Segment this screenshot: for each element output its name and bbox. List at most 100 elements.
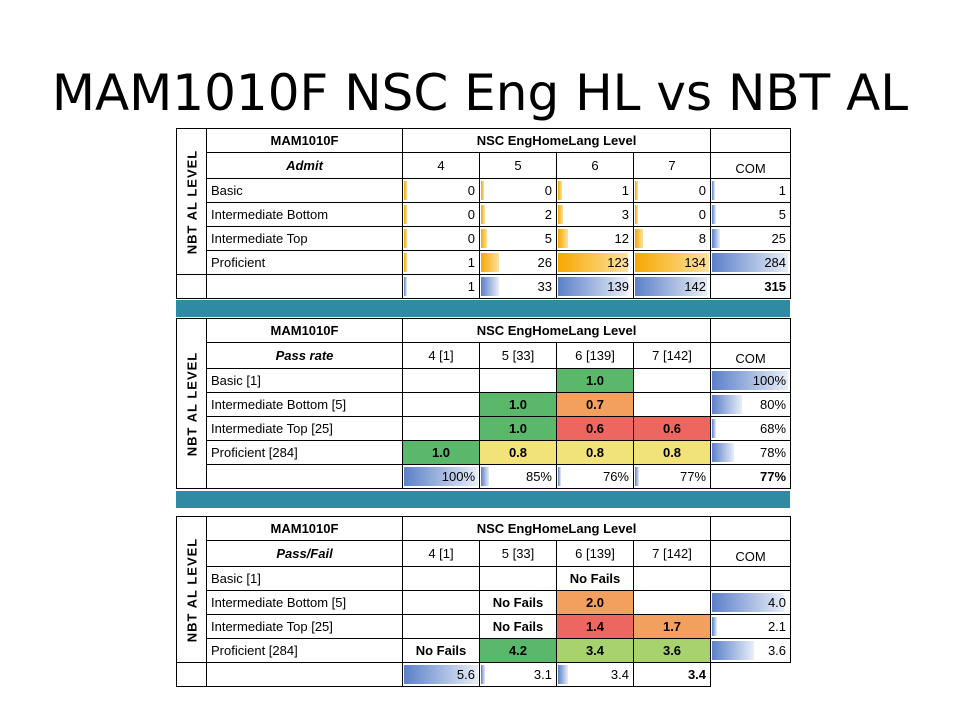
side-label: NBT AL LEVEL <box>176 318 207 489</box>
count-cell: 0 <box>402 226 480 251</box>
column-total-cell: 139 <box>556 274 634 299</box>
com-header: COM <box>710 540 792 567</box>
row-total-cell: 80% <box>710 392 792 417</box>
row-label: Proficient [284] <box>206 440 403 465</box>
column-header: 7 <box>632 152 712 179</box>
ratio-cell <box>402 590 480 615</box>
ratio-cell <box>632 590 712 615</box>
column-header: 7 [142] <box>632 540 712 567</box>
pass-fail-table: NBT AL LEVEL MAM1010F NSC EngHomeLang Le… <box>176 516 792 687</box>
grand-total-cell: 3.4 <box>632 662 712 687</box>
row-label: Intermediate Top <box>206 226 403 251</box>
count-cell: 3 <box>556 202 634 227</box>
count-cell: 0 <box>402 202 480 227</box>
column-total-cell: 3.4 <box>556 662 634 687</box>
row-label: Proficient [284] <box>206 638 403 663</box>
ratio-cell <box>402 566 480 591</box>
rate-cell: 1.0 <box>402 440 480 465</box>
count-cell: 1 <box>402 250 480 275</box>
count-cell: 0 <box>479 178 557 203</box>
rate-cell: 1.0 <box>479 392 557 417</box>
column-total-cell: 1 <box>402 274 480 299</box>
ratio-cell: No Fails <box>402 638 480 663</box>
empty-cell <box>710 516 792 541</box>
table-separator <box>176 300 790 317</box>
row-total-cell: 78% <box>710 440 792 465</box>
course-label: MAM1010F <box>206 516 403 541</box>
row-total-cell: 284 <box>710 250 792 275</box>
count-cell: 1 <box>556 178 634 203</box>
side-label: NBT AL LEVEL <box>176 516 207 663</box>
row-total-cell: 3.6 <box>710 638 792 663</box>
ratio-cell: 4.2 <box>479 638 557 663</box>
row-total-cell: 68% <box>710 416 792 441</box>
rate-cell: 0.8 <box>556 440 634 465</box>
ratio-cell: No Fails <box>479 590 557 615</box>
rate-cell: 0.8 <box>632 440 712 465</box>
row-label: Intermediate Top [25] <box>206 416 403 441</box>
empty-cell <box>206 274 403 299</box>
column-total-cell: 77% <box>632 464 712 489</box>
column-total-cell: 85% <box>479 464 557 489</box>
row-total-cell: 5 <box>710 202 792 227</box>
column-total-cell <box>206 662 403 687</box>
table-separator <box>176 491 790 508</box>
pass-rate-table: NBT AL LEVEL MAM1010F NSC EngHomeLang Le… <box>176 318 792 489</box>
row-total-cell: 25 <box>710 226 792 251</box>
count-cell: 26 <box>479 250 557 275</box>
column-header: 6 [139] <box>556 540 634 567</box>
count-cell: 5 <box>479 226 557 251</box>
ratio-cell: No Fails <box>556 566 634 591</box>
rate-cell: 1.0 <box>556 368 634 393</box>
column-group-header: NSC EngHomeLang Level <box>401 516 712 541</box>
rate-cell <box>632 392 712 417</box>
column-header: 5 [33] <box>479 540 557 567</box>
ratio-cell: 3.4 <box>556 638 634 663</box>
rate-cell <box>402 416 480 441</box>
empty-cell <box>176 274 207 299</box>
column-group-header: NSC EngHomeLang Level <box>401 128 712 153</box>
corner-label: Pass/Fail <box>206 540 403 567</box>
rate-cell <box>632 368 712 393</box>
column-total-cell: 5.6 <box>402 662 480 687</box>
course-label: MAM1010F <box>206 318 403 343</box>
count-cell: 123 <box>556 250 634 275</box>
row-label: Intermediate Bottom [5] <box>206 590 403 615</box>
row-total-cell <box>710 566 792 591</box>
grand-total-cell: 315 <box>710 274 792 299</box>
empty-cell <box>710 128 792 153</box>
ratio-cell <box>479 566 557 591</box>
ratio-cell: No Fails <box>479 614 557 639</box>
rate-cell: 1.0 <box>479 416 557 441</box>
corner-label: Admit <box>206 152 403 179</box>
empty-cell <box>176 662 207 687</box>
row-label: Basic [1] <box>206 368 403 393</box>
ratio-cell <box>632 566 712 591</box>
row-total-cell: 100% <box>710 368 792 393</box>
slide-title: MAM1010F NSC Eng HL vs NBT AL <box>51 64 909 122</box>
column-total-cell: 142 <box>632 274 712 299</box>
column-header: 6 [139] <box>556 342 634 369</box>
ratio-cell: 2.0 <box>556 590 634 615</box>
count-cell: 2 <box>479 202 557 227</box>
grand-total-cell: 77% <box>710 464 792 489</box>
ratio-cell: 3.6 <box>632 638 712 663</box>
count-cell: 0 <box>632 178 712 203</box>
count-cell: 0 <box>402 178 480 203</box>
empty-cell <box>206 464 403 489</box>
count-cell: 134 <box>632 250 712 275</box>
course-label: MAM1010F <box>206 128 403 153</box>
row-label: Intermediate Top [25] <box>206 614 403 639</box>
row-label: Basic [1] <box>206 566 403 591</box>
side-label: NBT AL LEVEL <box>176 128 207 275</box>
count-cell: 12 <box>556 226 634 251</box>
admit-table: NBT AL LEVEL MAM1010F NSC EngHomeLang Le… <box>176 128 792 299</box>
com-header: COM <box>710 152 792 179</box>
row-total-cell: 1 <box>710 178 792 203</box>
column-header: 4 [1] <box>402 540 480 567</box>
column-header: 5 <box>479 152 557 179</box>
column-group-header: NSC EngHomeLang Level <box>401 318 712 343</box>
com-header: COM <box>710 342 792 369</box>
row-label: Proficient <box>206 250 403 275</box>
ratio-cell: 1.4 <box>556 614 634 639</box>
